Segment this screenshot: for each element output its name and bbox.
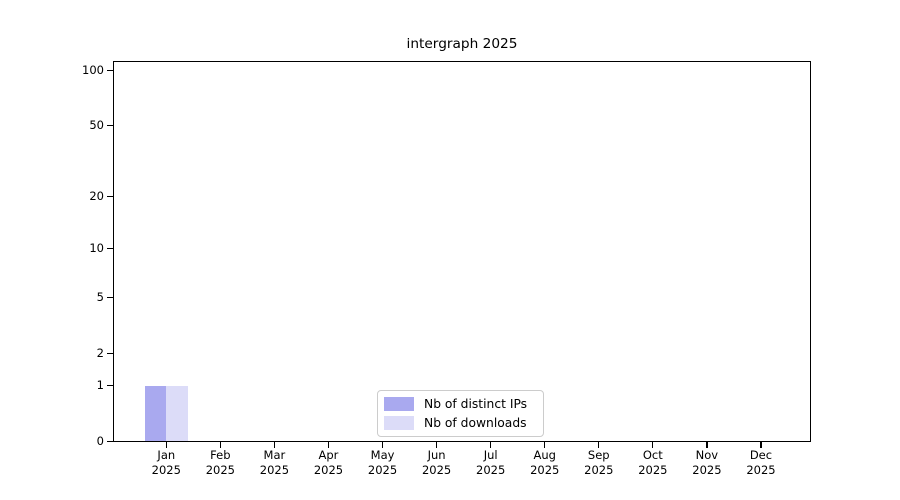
legend-item-downloads: Nb of downloads — [384, 415, 535, 431]
x-axis-tick — [706, 442, 708, 448]
x-axis-tick — [435, 442, 438, 448]
y-axis-tick-label: 50 — [89, 117, 104, 132]
x-axis-tick — [490, 442, 492, 448]
y-axis-tick — [107, 124, 113, 127]
x-axis-tick — [219, 442, 221, 448]
legend-swatch-downloads — [384, 416, 414, 430]
x-axis-tick — [381, 442, 384, 448]
y-axis-tick-label: 5 — [96, 289, 104, 304]
legend-label-downloads: Nb of downloads — [424, 416, 527, 430]
y-axis-tick — [107, 69, 113, 72]
y-axis-tick-label: 100 — [82, 63, 104, 77]
plot-area-frame — [113, 61, 811, 442]
x-axis-tick-label: Nov 2025 — [692, 448, 722, 477]
y-axis-tick — [107, 385, 113, 387]
y-axis-tick — [107, 196, 113, 198]
x-axis-tick-label: Aug 2025 — [530, 448, 560, 477]
x-axis-tick — [652, 442, 654, 448]
x-axis-tick-label: May 2025 — [367, 448, 398, 477]
x-axis-tick — [598, 442, 600, 448]
bar-nb-of-downloads-jan — [166, 385, 188, 441]
legend-swatch-distinct-ips — [384, 397, 414, 411]
x-axis-tick — [327, 442, 330, 448]
chart-title: intergraph 2025 — [406, 36, 518, 52]
y-axis-tick-label: 20 — [89, 189, 104, 204]
x-axis-tick-label: Mar 2025 — [259, 448, 290, 477]
x-axis-tick-label: Apr 2025 — [313, 448, 344, 477]
y-axis-tick-label: 2 — [96, 345, 104, 360]
bar-nb-of-distinct-ips-jan — [144, 385, 167, 441]
x-axis-tick — [760, 442, 762, 448]
x-axis-tick-label: Jun 2025 — [421, 448, 452, 477]
x-axis-tick — [273, 442, 276, 448]
y-axis-tick — [107, 248, 113, 250]
x-axis-tick — [165, 442, 167, 448]
y-axis-tick-label: 10 — [89, 241, 104, 256]
x-axis-tick-label: Dec 2025 — [746, 448, 776, 477]
y-axis-tick — [107, 296, 113, 299]
y-axis-tick-label: 0 — [96, 434, 104, 448]
y-axis-tick-label: 1 — [96, 378, 104, 393]
x-axis-tick-label: Oct 2025 — [638, 448, 668, 477]
x-axis-tick-label: Jul 2025 — [476, 448, 506, 477]
y-axis-tick — [107, 440, 113, 443]
x-axis-tick-label: Jan 2025 — [151, 448, 181, 477]
x-axis-tick-label: Sep 2025 — [584, 448, 614, 477]
legend-label-distinct-ips: Nb of distinct IPs — [424, 397, 528, 411]
y-axis-tick — [107, 352, 113, 354]
x-axis-tick — [544, 442, 546, 448]
legend: Nb of distinct IPs Nb of downloads — [377, 390, 544, 437]
x-axis-tick-label: Feb 2025 — [205, 448, 235, 477]
legend-item-distinct-ips: Nb of distinct IPs — [384, 396, 535, 412]
